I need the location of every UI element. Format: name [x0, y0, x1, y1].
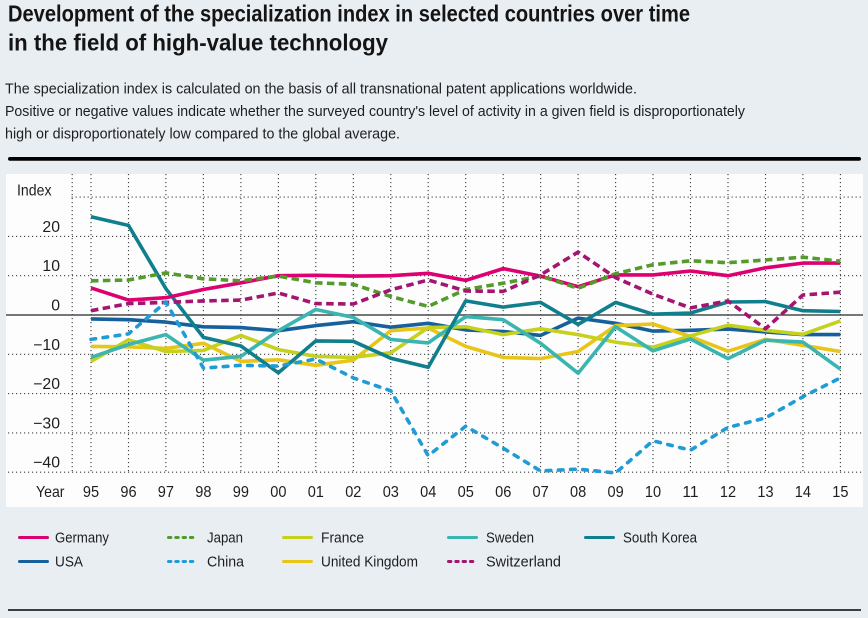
svg-text:France: France — [321, 531, 364, 547]
svg-text:0: 0 — [51, 298, 60, 315]
svg-text:−20: −20 — [33, 376, 60, 393]
svg-text:Year: Year — [36, 484, 65, 501]
svg-text:10: 10 — [645, 484, 661, 501]
svg-text:−30: −30 — [33, 415, 60, 432]
svg-text:high or disproportionately low: high or disproportionately low compared … — [5, 126, 400, 143]
svg-text:99: 99 — [233, 484, 249, 501]
svg-text:Index: Index — [17, 183, 52, 200]
svg-text:07: 07 — [533, 484, 549, 501]
svg-text:13: 13 — [757, 484, 773, 501]
svg-text:USA: USA — [55, 555, 83, 571]
svg-text:in the field of high-value tec: in the field of high-value technology — [8, 30, 388, 56]
svg-text:95: 95 — [83, 484, 99, 501]
svg-text:−40: −40 — [33, 455, 60, 472]
svg-text:96: 96 — [120, 484, 136, 501]
svg-text:04: 04 — [420, 484, 436, 501]
svg-text:Development of the specializat: Development of the specialization index … — [8, 1, 690, 27]
svg-text:China: China — [207, 555, 245, 571]
svg-text:10: 10 — [42, 258, 60, 275]
svg-text:14: 14 — [795, 484, 811, 501]
svg-text:Sweden: Sweden — [486, 531, 534, 547]
svg-text:Germany: Germany — [55, 531, 110, 547]
svg-text:98: 98 — [195, 484, 211, 501]
svg-text:United Kingdom: United Kingdom — [321, 555, 418, 571]
svg-text:12: 12 — [720, 484, 736, 501]
svg-text:15: 15 — [832, 484, 848, 501]
svg-text:05: 05 — [458, 484, 474, 501]
svg-text:06: 06 — [495, 484, 511, 501]
svg-text:09: 09 — [608, 484, 624, 501]
svg-text:02: 02 — [345, 484, 361, 501]
svg-text:South Korea: South Korea — [623, 531, 698, 547]
svg-text:Positive or negative values in: Positive or negative values indicate whe… — [5, 103, 745, 120]
svg-text:The specialization index is ca: The specialization index is calculated o… — [5, 81, 637, 98]
svg-text:−10: −10 — [33, 337, 60, 354]
svg-text:97: 97 — [158, 484, 174, 501]
svg-text:Japan: Japan — [207, 531, 243, 547]
svg-text:Switzerland: Switzerland — [486, 555, 561, 571]
svg-text:20: 20 — [42, 219, 60, 236]
svg-text:03: 03 — [383, 484, 399, 501]
svg-text:11: 11 — [682, 484, 698, 501]
svg-text:08: 08 — [570, 484, 586, 501]
svg-text:00: 00 — [270, 484, 286, 501]
svg-text:01: 01 — [308, 484, 324, 501]
